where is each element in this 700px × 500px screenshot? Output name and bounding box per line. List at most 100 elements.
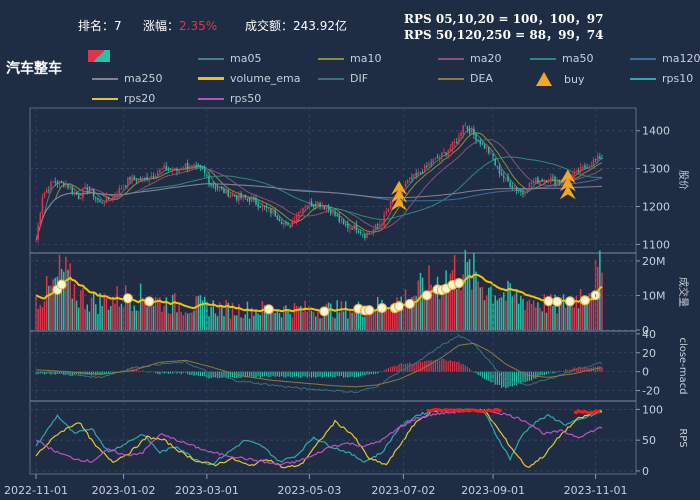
candle <box>353 224 355 229</box>
legend-item-ma20[interactable]: ma20 <box>438 52 501 65</box>
candle <box>327 207 330 210</box>
volume-bar <box>336 300 338 330</box>
macd-hist-bar <box>522 371 524 383</box>
macd-hist-bar <box>468 368 471 372</box>
legend-line-swatch <box>198 97 224 100</box>
legend-item-ma05[interactable]: ma05 <box>198 52 261 65</box>
legend-item-rps10[interactable]: rps10 <box>630 72 693 85</box>
volume-bar <box>208 316 210 330</box>
legend-item-volume_ema[interactable]: volume_ema <box>198 72 300 85</box>
legend-item-ma50[interactable]: ma50 <box>530 52 593 65</box>
legend-item-DEA[interactable]: DEA <box>438 72 493 85</box>
volume-bar <box>182 315 185 330</box>
volume-bar <box>274 312 276 330</box>
volume-bar <box>496 300 499 330</box>
macd-hist-bar <box>571 368 573 372</box>
candle <box>539 180 541 184</box>
volume-bar <box>513 294 516 330</box>
candle <box>379 224 381 226</box>
volume-bar <box>556 313 558 330</box>
candle <box>381 224 383 226</box>
legend-label: rps10 <box>662 72 694 85</box>
candle <box>287 223 289 226</box>
legend-item-buy[interactable]: buy <box>530 72 584 86</box>
macd-hist-bar <box>266 371 268 376</box>
candle <box>146 177 148 181</box>
candle <box>577 170 580 173</box>
volume-bar <box>458 286 460 330</box>
macd-hist-bar <box>167 371 170 374</box>
volume-bar <box>112 296 114 330</box>
macd-hist-bar <box>295 371 298 377</box>
macd-hist-bar <box>381 371 383 373</box>
macd-hist-bar <box>550 371 552 373</box>
candle <box>182 168 185 170</box>
candle <box>253 197 255 199</box>
volume-bar <box>180 312 182 330</box>
candle <box>594 159 597 161</box>
volume-bar <box>231 303 234 330</box>
candle <box>45 189 48 193</box>
volume-bar <box>413 295 415 330</box>
volume-bar <box>221 305 223 330</box>
candle <box>246 198 249 200</box>
candle <box>257 203 259 208</box>
legend-candle-swatch <box>88 50 110 62</box>
volume-bar <box>530 304 533 330</box>
legend-label: ma10 <box>350 52 382 65</box>
legend-item-ma10[interactable]: ma10 <box>318 52 381 65</box>
y-tick-label: 1400 <box>642 125 670 138</box>
candle <box>342 220 345 224</box>
candle <box>154 176 157 178</box>
candle <box>481 143 484 145</box>
macd-hist-bar <box>257 371 259 377</box>
candle <box>438 157 441 160</box>
volume-bar <box>522 299 524 330</box>
candle <box>387 208 390 213</box>
y-tick-label: 10M <box>642 289 666 302</box>
candle <box>505 177 507 179</box>
macd-hist-bar <box>253 371 255 378</box>
macd-hist-bar <box>447 361 449 372</box>
candle <box>135 180 138 182</box>
volume-bar <box>238 304 240 330</box>
rps-line-2: RPS 50,120,250 = 88，99，74 <box>404 28 604 42</box>
price-axis-label: 股价 <box>677 170 689 190</box>
candle <box>537 177 539 184</box>
legend-item-DIF[interactable]: DIF <box>318 72 368 85</box>
volume-bar <box>129 298 131 330</box>
macd-hist-bar <box>255 371 257 378</box>
macd-hist-bar <box>135 368 137 372</box>
candle <box>415 173 417 176</box>
volume-bar <box>171 294 174 330</box>
candle <box>180 169 182 171</box>
candle <box>601 158 603 160</box>
legend-item-rps20[interactable]: rps20 <box>92 92 155 105</box>
legend-item-ma250[interactable]: ma250 <box>92 72 162 85</box>
volume-bar <box>159 297 161 330</box>
candle <box>229 195 232 198</box>
macd-hist-bar <box>509 371 511 387</box>
volume-bar <box>334 318 336 330</box>
macd-hist-bar <box>240 371 242 378</box>
macd-hist-bar <box>580 367 582 372</box>
candle <box>165 166 168 171</box>
candle <box>293 220 296 222</box>
candle <box>310 201 313 207</box>
macd-hist-bar <box>204 371 206 377</box>
volume-bar <box>206 301 208 330</box>
legend-item-rps50[interactable]: rps50 <box>198 92 261 105</box>
volume-bar <box>562 294 565 330</box>
volume-bar <box>287 310 289 330</box>
macd-hist-bar <box>439 360 441 372</box>
macd-hist-bar <box>490 371 492 383</box>
candle <box>530 182 533 185</box>
volume-bar <box>479 287 482 330</box>
candle <box>255 197 257 205</box>
macd-hist-bar <box>108 371 110 374</box>
dif-line <box>35 334 603 394</box>
candle <box>468 128 471 134</box>
legend-item-ma120[interactable]: ma120 <box>630 52 700 65</box>
candle <box>37 225 39 240</box>
candle <box>43 192 46 197</box>
